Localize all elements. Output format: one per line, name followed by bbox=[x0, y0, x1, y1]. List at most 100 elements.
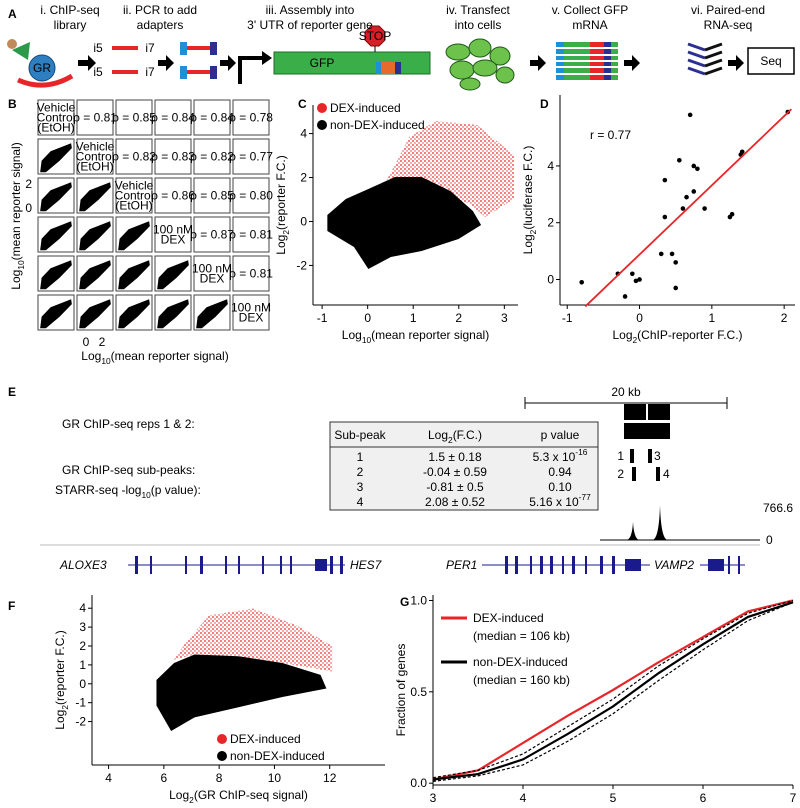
table-cell: 4 bbox=[357, 495, 364, 509]
point bbox=[633, 278, 639, 284]
y-axis-label-part: 2 bbox=[281, 230, 291, 235]
y-tick-label: -1 bbox=[75, 696, 86, 710]
diagonal-label: DEX bbox=[239, 311, 264, 325]
matrix-cell bbox=[115, 138, 153, 175]
diagonal-label: Control bbox=[37, 111, 76, 125]
point bbox=[687, 112, 693, 118]
x-axis-label-part: 2 bbox=[633, 335, 638, 345]
point bbox=[662, 177, 668, 183]
y-axis-label: Log2(reporter F.C.) bbox=[53, 630, 70, 729]
step-label: RNA-seq bbox=[704, 18, 753, 32]
legend-note: (median = 106 kb) bbox=[473, 629, 570, 643]
track-label: GR ChIP-seq sub-peaks: bbox=[62, 463, 195, 477]
point bbox=[739, 149, 745, 155]
y-tick-label: 4 bbox=[300, 127, 307, 141]
y-axis-label-part: 2 bbox=[60, 705, 70, 710]
bead bbox=[7, 39, 17, 49]
matrix-cell bbox=[232, 255, 270, 292]
table-header: p value bbox=[541, 428, 580, 442]
diagonal-label: 100 nM bbox=[192, 262, 232, 276]
diagonal-label: DEX bbox=[161, 233, 186, 247]
panel-label: A bbox=[8, 7, 17, 21]
y-axis-label-part: (reporter F.C.) bbox=[274, 155, 288, 230]
track-label-part: 10 bbox=[141, 490, 151, 500]
table-cell-part: -16 bbox=[575, 447, 587, 457]
legend-label: DEX-induced bbox=[230, 732, 301, 746]
matrix-cell bbox=[193, 177, 231, 214]
scatter-blob bbox=[118, 299, 150, 329]
gene-name: VAMP2 bbox=[654, 558, 694, 572]
matrix-cell bbox=[193, 138, 231, 175]
annotation: r = 0.77 bbox=[590, 128, 631, 142]
matrix-cell bbox=[154, 216, 192, 253]
point-cloud bbox=[156, 654, 327, 731]
correlation: ρ = 0.85 bbox=[112, 111, 156, 125]
correlation: ρ = 0.87 bbox=[190, 228, 234, 242]
diagonal-label: Control bbox=[76, 150, 115, 164]
y-tick-label: 4 bbox=[79, 601, 86, 615]
arrows bbox=[78, 55, 744, 71]
correlation: ρ = 0.80 bbox=[229, 189, 273, 203]
step-label: library bbox=[54, 18, 87, 32]
legend-marker bbox=[317, 120, 327, 130]
table-cell: 5.16 x 10-77 bbox=[529, 492, 591, 509]
mrna bbox=[556, 42, 618, 80]
y-axis-label-part: (reporter F.C.) bbox=[53, 630, 67, 705]
point bbox=[691, 163, 697, 169]
x-tick-label: 0 bbox=[364, 311, 371, 325]
y-axis-label-part: 10 bbox=[16, 260, 26, 270]
table-header-part: 2 bbox=[448, 435, 453, 445]
x-tick-label: 5 bbox=[610, 791, 617, 805]
correlation: ρ = 0.81 bbox=[229, 267, 273, 281]
scale-label: 20 kb bbox=[611, 385, 641, 399]
x-tick-label: 12 bbox=[323, 771, 337, 785]
correlation: ρ = 0.81 bbox=[229, 228, 273, 242]
legend-marker bbox=[217, 734, 227, 744]
panel-label: C bbox=[298, 97, 307, 111]
table-header: Sub-peak bbox=[334, 428, 386, 442]
diagonal-label: Vehicle bbox=[115, 179, 154, 193]
y-axis-label-part: 2 bbox=[528, 229, 538, 234]
scatter-blob bbox=[40, 182, 72, 212]
table-cell: 0.94 bbox=[548, 465, 572, 479]
y-tick-label: 0 bbox=[300, 214, 307, 228]
matrix-cell bbox=[193, 99, 231, 136]
scatter-blob bbox=[79, 299, 111, 329]
table-cell: 2 bbox=[357, 465, 364, 479]
cells bbox=[445, 38, 515, 91]
point bbox=[729, 211, 735, 217]
gene-name: ALOXE3 bbox=[59, 558, 107, 572]
point bbox=[702, 206, 707, 211]
gr-protein bbox=[28, 54, 56, 82]
track-label-part: STARR-seq -log bbox=[55, 483, 141, 497]
scatter-blob bbox=[157, 299, 189, 329]
panel-label: G bbox=[400, 595, 409, 609]
y-tick-label: -2 bbox=[296, 258, 307, 272]
scatter-blob bbox=[40, 299, 72, 329]
step-label: iii. Assembly into bbox=[266, 3, 355, 17]
point bbox=[673, 260, 678, 265]
diagonal-label: (EtOH) bbox=[115, 199, 152, 213]
diagram-label: i5 bbox=[93, 41, 103, 55]
y-axis-label-part: (luciferase F.C.) bbox=[521, 146, 535, 230]
y-tick-label: 0 bbox=[25, 201, 32, 215]
confidence-line bbox=[432, 599, 794, 779]
scatter-blob bbox=[79, 182, 111, 212]
y-axis-label: Fraction of genes bbox=[394, 644, 408, 737]
panel-label: F bbox=[8, 599, 15, 613]
adapters bbox=[180, 42, 217, 79]
legend-marker bbox=[217, 751, 227, 761]
point bbox=[695, 166, 700, 172]
fit-line bbox=[584, 108, 793, 308]
x-axis-label: Log10(mean reporter signal) bbox=[342, 328, 489, 345]
table-header: Log2(F.C.) bbox=[428, 428, 482, 445]
diagram-label: STOP bbox=[359, 29, 391, 43]
x-tick-label: 6 bbox=[700, 791, 707, 805]
y-axis-label: Log10(mean reporter signal) bbox=[9, 142, 26, 289]
x-axis-label-part: (GR ChIP-seq signal) bbox=[194, 788, 308, 802]
y-tick-label: 1.0 bbox=[410, 593, 427, 607]
panel-label: B bbox=[8, 97, 17, 111]
point-cloud bbox=[174, 608, 333, 672]
reporter-construct bbox=[238, 25, 431, 84]
y-tick-label: 0 bbox=[79, 677, 86, 691]
